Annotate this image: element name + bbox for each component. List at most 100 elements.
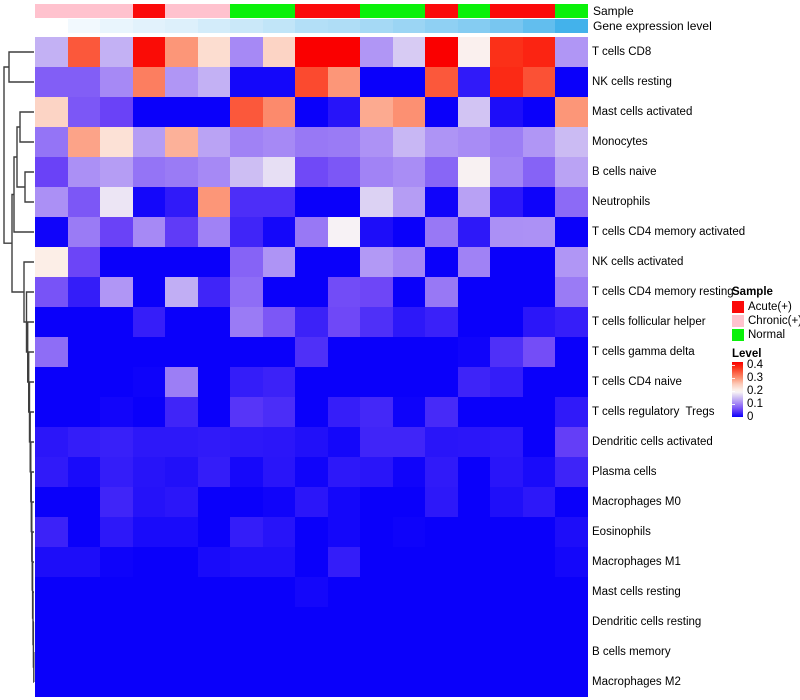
level-legend: Level 0.4 0.3 0.2 0.1 0	[732, 348, 800, 422]
heatmap-cell	[490, 127, 523, 157]
heatmap-cell	[230, 97, 263, 127]
sample-annotation-cell	[67, 4, 101, 18]
heatmap-cell	[132, 547, 166, 577]
heatmap-cell	[262, 37, 296, 67]
level-tick-label: 0.1	[747, 397, 763, 410]
heatmap-cell	[262, 187, 296, 217]
heatmap-cell	[360, 457, 393, 487]
legend-item-label: Normal	[748, 329, 786, 341]
gene-expression-annotation-cell	[35, 19, 68, 33]
heatmap-cell	[197, 457, 231, 487]
heatmap-cell	[165, 367, 198, 397]
heatmap-cell	[360, 217, 393, 247]
heatmap-cell	[425, 427, 458, 457]
heatmap-cell	[392, 277, 426, 307]
dendrogram-branch	[24, 171, 34, 203]
heatmap-cell	[197, 337, 231, 367]
heatmap-cell	[522, 127, 556, 157]
heatmap-cell	[392, 37, 426, 67]
heatmap-cell	[457, 217, 491, 247]
heatmap-cell	[392, 397, 426, 427]
heatmap-cell	[360, 277, 393, 307]
heatmap-cell	[295, 247, 328, 277]
heatmap-cell	[457, 577, 491, 607]
heatmap-cell	[555, 637, 588, 667]
heatmap-cell	[425, 217, 458, 247]
heatmap-cell	[132, 307, 166, 337]
heatmap-cell	[230, 277, 263, 307]
heatmap-cell	[425, 247, 458, 277]
heatmap-cell	[197, 637, 231, 667]
heatmap-cell	[295, 367, 328, 397]
heatmap-cell	[425, 457, 458, 487]
heatmap-cell	[132, 217, 166, 247]
heatmap-cell	[490, 367, 523, 397]
heatmap-cell	[67, 97, 101, 127]
heatmap-cell	[425, 127, 458, 157]
heatmap-cell	[327, 247, 361, 277]
heatmap-cell	[490, 547, 523, 577]
heatmap-cell	[230, 157, 263, 187]
heatmap-cell	[555, 667, 588, 697]
gene-expression-annotation-cell	[490, 19, 523, 33]
heatmap-cell	[555, 427, 588, 457]
heatmap-cell	[490, 247, 523, 277]
heatmap-cell	[490, 97, 523, 127]
heatmap-cell	[197, 487, 231, 517]
heatmap-cell	[490, 457, 523, 487]
heatmap-cell	[392, 217, 426, 247]
legend-swatch	[732, 329, 744, 341]
sample-legend-title: Sample	[732, 286, 773, 298]
dendrogram-branch	[19, 111, 34, 143]
heatmap-cell	[555, 547, 588, 577]
row-label: Plasma cells	[592, 466, 657, 478]
heatmap-cell	[197, 427, 231, 457]
heatmap-cell	[100, 637, 133, 667]
heatmap-cell	[35, 337, 68, 367]
heatmap-cell	[67, 217, 101, 247]
heatmap-cell	[35, 547, 68, 577]
sample-annotation-cell	[522, 4, 556, 18]
heatmap-cell	[67, 637, 101, 667]
heatmap-cell	[360, 517, 393, 547]
heatmap-cell	[555, 337, 588, 367]
heatmap-cell	[132, 637, 166, 667]
heatmap-cell	[35, 67, 68, 97]
heatmap-cell	[100, 577, 133, 607]
gene-expression-annotation-cell	[67, 19, 101, 33]
gene-expression-annotation-cell	[132, 19, 166, 33]
level-tick-notch	[732, 404, 735, 405]
heatmap-cell	[100, 547, 133, 577]
sample-annotation-cell	[327, 4, 361, 18]
heatmap-cell	[262, 487, 296, 517]
heatmap-cell	[360, 577, 393, 607]
heatmap-cell	[165, 277, 198, 307]
heatmap-cell	[35, 97, 68, 127]
heatmap-cell	[425, 487, 458, 517]
heatmap-cell	[230, 457, 263, 487]
sample-annotation-cell	[262, 4, 296, 18]
heatmap-cell	[425, 577, 458, 607]
heatmap-cell	[67, 127, 101, 157]
heatmap-cell	[555, 397, 588, 427]
heatmap-cell	[490, 337, 523, 367]
heatmap-cell	[100, 607, 133, 637]
heatmap-cell	[35, 187, 68, 217]
heatmap-cell	[425, 397, 458, 427]
heatmap-cell	[425, 517, 458, 547]
heatmap-cell	[35, 307, 68, 337]
heatmap-cell	[67, 247, 101, 277]
heatmap-cell	[392, 427, 426, 457]
heatmap-cell	[100, 157, 133, 187]
heatmap-cell	[457, 607, 491, 637]
heatmap-cell	[262, 217, 296, 247]
row-label: T cells CD4 naive	[592, 376, 682, 388]
heatmap-cell	[132, 667, 166, 697]
row-label: Macrophages M0	[592, 496, 681, 508]
heatmap-cell	[67, 487, 101, 517]
heatmap-cell	[327, 397, 361, 427]
sample-annotation-cell	[132, 4, 166, 18]
heatmap-cell	[295, 397, 328, 427]
heatmap-cell	[165, 97, 198, 127]
heatmap-cell	[490, 607, 523, 637]
